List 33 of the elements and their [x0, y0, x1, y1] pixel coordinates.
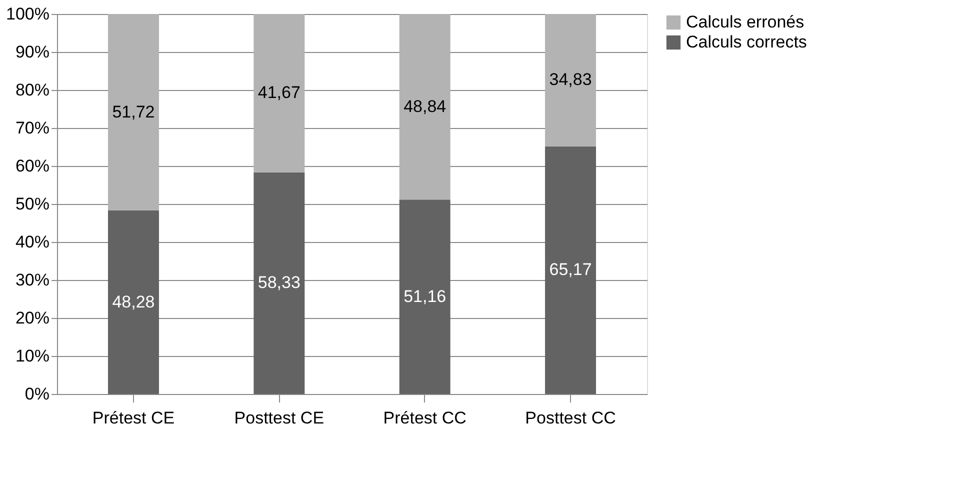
- y-tick-label: 90%: [15, 42, 50, 62]
- legend-label: Calculs erronés: [686, 12, 804, 32]
- bar: [108, 14, 159, 211]
- y-tick-label: 60%: [15, 156, 50, 176]
- bar: [254, 14, 305, 172]
- x-tick-label: Prétest CC: [383, 408, 466, 428]
- data-label: 34,83: [549, 70, 592, 90]
- y-tick-label: 80%: [15, 80, 50, 100]
- bar: [545, 14, 596, 146]
- y-tick-label: 0%: [24, 384, 50, 404]
- y-tick-label: 20%: [15, 308, 50, 328]
- x-tick-label: Posttest CE: [234, 408, 324, 428]
- y-tick-label: 30%: [15, 270, 50, 290]
- y-tick-label: 70%: [15, 118, 50, 138]
- data-label: 51,16: [404, 286, 446, 306]
- data-label: 41,67: [258, 83, 300, 102]
- bar: [399, 14, 450, 200]
- bar: [254, 172, 305, 394]
- x-tick-label: Posttest CC: [525, 408, 616, 428]
- bar: [545, 146, 596, 394]
- legend-label: Calculs corrects: [686, 32, 807, 52]
- y-tick-label: 40%: [15, 232, 50, 252]
- data-label: 58,33: [258, 273, 300, 292]
- data-label: 65,17: [549, 260, 592, 280]
- bar: [108, 210, 159, 394]
- y-tick-label: 10%: [15, 346, 50, 366]
- data-label: 51,72: [112, 102, 155, 122]
- x-tick-label: Prétest CE: [92, 408, 175, 428]
- data-label: 48,84: [404, 96, 446, 116]
- bar: [399, 200, 450, 394]
- y-tick-label: 50%: [15, 194, 50, 214]
- y-tick-label: 100%: [6, 4, 50, 24]
- data-label: 48,28: [112, 292, 155, 312]
